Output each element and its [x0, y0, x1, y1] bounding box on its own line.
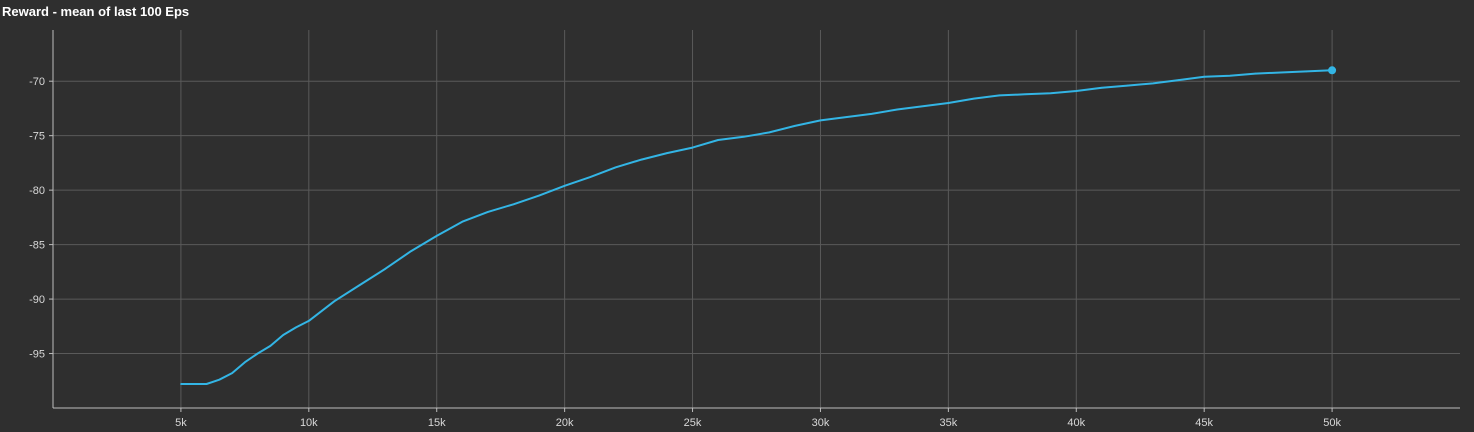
data-point [717, 139, 719, 141]
x-tick-label: 15k [428, 417, 446, 429]
data-point [691, 146, 694, 149]
x-tick-label: 20k [556, 417, 574, 429]
last-point-marker [1328, 66, 1337, 75]
data-point [1177, 79, 1180, 81]
data-point [1049, 92, 1052, 94]
data-point [269, 345, 272, 347]
tick-labels: 5k 10k 15k 20k 25k 30k 35k 40k 45k 50k -70 -75 -80 -8… [29, 76, 1341, 429]
data-point [461, 220, 464, 223]
data-point [1152, 82, 1154, 85]
data-point [1126, 84, 1129, 87]
data-point [1203, 76, 1205, 78]
x-tick-label: 45k [1195, 417, 1213, 429]
data-point [1075, 90, 1078, 92]
data-point [244, 361, 246, 364]
data-point [1101, 86, 1103, 89]
data-point [666, 152, 668, 154]
y-tick-label: -80 [29, 185, 45, 197]
x-tick-label: 35k [939, 417, 957, 429]
data-point [563, 184, 566, 187]
data-point [384, 267, 387, 270]
data-point [308, 320, 310, 322]
data-point [921, 105, 924, 108]
data-point [819, 119, 822, 122]
axes [49, 30, 1460, 412]
series-line [180, 69, 1333, 385]
data-point [998, 94, 1001, 97]
data-point [180, 383, 182, 385]
y-tick-label: -90 [29, 294, 45, 306]
data-point [205, 383, 208, 385]
data-point [870, 113, 873, 115]
data-point [640, 158, 643, 161]
chart-title: Reward - mean of last 100 Eps [2, 4, 190, 19]
x-tick-label: 10k [300, 417, 318, 429]
data-point [282, 334, 285, 336]
data-point [845, 116, 847, 118]
data-point [615, 166, 617, 169]
x-tick-label: 40k [1067, 417, 1085, 429]
y-tick-label: -95 [29, 349, 45, 361]
data-point [1280, 71, 1282, 74]
data-point [256, 352, 259, 355]
x-tick-label: 25k [684, 417, 702, 429]
data-point [1024, 93, 1026, 96]
data-point [487, 211, 489, 213]
y-tick-label: -85 [29, 240, 45, 252]
x-tick-label: 5k [175, 417, 187, 429]
y-tick-label: -70 [29, 76, 45, 88]
data-point [973, 97, 975, 100]
data-point [896, 108, 898, 111]
data-point [1254, 72, 1257, 75]
data-point [435, 235, 438, 237]
data-point [1305, 70, 1308, 73]
grid-lines [53, 30, 1460, 408]
data-point [794, 125, 796, 127]
data-point [947, 102, 950, 104]
data-point [295, 326, 297, 329]
x-tick-label: 30k [812, 417, 830, 429]
data-point [589, 176, 592, 178]
y-tick-label: -75 [29, 131, 45, 143]
data-point [742, 135, 745, 138]
data-point [1228, 74, 1231, 77]
data-point [218, 378, 221, 381]
data-point [333, 300, 336, 303]
data-point [512, 203, 515, 206]
data-point [410, 250, 412, 252]
x-tick-label: 50k [1323, 417, 1341, 429]
data-point [359, 284, 361, 286]
data-point [231, 372, 233, 374]
series-layer [180, 66, 1337, 385]
data-point [768, 131, 771, 134]
data-point [538, 194, 540, 197]
